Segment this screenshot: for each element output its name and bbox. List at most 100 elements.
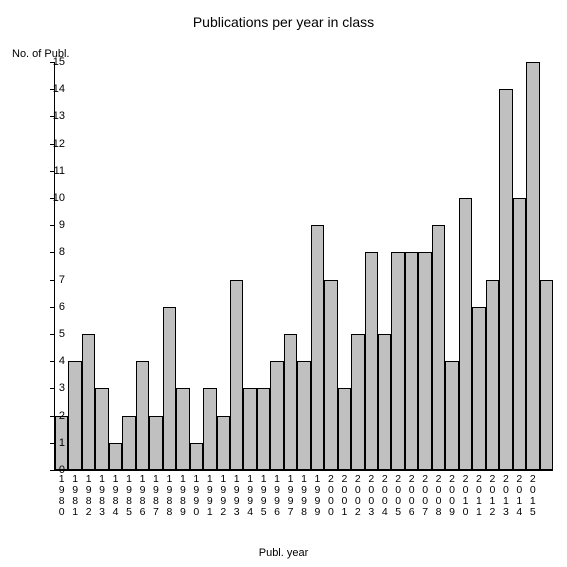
bar bbox=[95, 388, 108, 470]
x-tick-label: 2 0 0 1 bbox=[340, 474, 348, 518]
x-tick-label: 1 9 9 9 bbox=[313, 474, 321, 518]
bar bbox=[257, 388, 270, 470]
bar bbox=[472, 307, 485, 470]
x-tick-label: 2 0 0 9 bbox=[448, 474, 456, 518]
bar bbox=[526, 62, 539, 470]
y-tick-label: 5 bbox=[59, 328, 65, 340]
y-tick-label: 15 bbox=[53, 56, 65, 68]
x-tick-label: 2 0 0 0 bbox=[327, 474, 335, 518]
x-tick-label: 1 9 8 9 bbox=[179, 474, 187, 518]
x-tick-label: 2 0 0 3 bbox=[367, 474, 375, 518]
y-tick-label: 13 bbox=[53, 110, 65, 122]
bar bbox=[217, 416, 230, 470]
x-tick-label: 2 0 1 4 bbox=[515, 474, 523, 518]
bar bbox=[418, 252, 431, 470]
x-tick-label: 2 0 1 1 bbox=[475, 474, 483, 518]
bar bbox=[284, 334, 297, 470]
bar bbox=[230, 280, 243, 470]
x-tick-label: 2 0 0 7 bbox=[421, 474, 429, 518]
y-tick bbox=[50, 280, 55, 281]
x-axis-label: Publ. year bbox=[0, 547, 567, 559]
y-tick-label: 8 bbox=[59, 246, 65, 258]
x-tick-label: 1 9 9 5 bbox=[260, 474, 268, 518]
bar bbox=[297, 361, 310, 470]
x-tick-label: 2 0 1 0 bbox=[462, 474, 470, 518]
bar bbox=[405, 252, 418, 470]
x-tick-label: 2 0 0 4 bbox=[381, 474, 389, 518]
x-tick-label: 1 9 9 2 bbox=[219, 474, 227, 518]
x-tick-label: 1 9 8 3 bbox=[98, 474, 106, 518]
x-tick-label: 2 0 0 6 bbox=[408, 474, 416, 518]
chart-container: Publications per year in class No. of Pu… bbox=[0, 0, 567, 567]
x-tick-label: 1 9 9 6 bbox=[273, 474, 281, 518]
bar bbox=[378, 334, 391, 470]
x-tick-label: 1 9 9 0 bbox=[192, 474, 200, 518]
x-tick-label: 2 0 0 2 bbox=[354, 474, 362, 518]
bar bbox=[270, 361, 283, 470]
x-tick-label: 1 9 8 8 bbox=[165, 474, 173, 518]
x-tick-label: 2 0 1 5 bbox=[529, 474, 537, 518]
bar bbox=[486, 280, 499, 470]
bar bbox=[391, 252, 404, 470]
y-tick-label: 0 bbox=[59, 464, 65, 476]
bar bbox=[243, 388, 256, 470]
bar bbox=[459, 198, 472, 470]
y-tick bbox=[50, 252, 55, 253]
bar bbox=[203, 388, 216, 470]
x-tick-label: 1 9 8 4 bbox=[112, 474, 120, 518]
x-tick-label: 1 9 8 5 bbox=[125, 474, 133, 518]
bar bbox=[432, 225, 445, 470]
bar bbox=[82, 334, 95, 470]
y-tick-label: 7 bbox=[59, 274, 65, 286]
bar bbox=[338, 388, 351, 470]
x-tick-label: 1 9 9 7 bbox=[287, 474, 295, 518]
y-tick bbox=[50, 334, 55, 335]
x-tick-label: 1 9 8 6 bbox=[138, 474, 146, 518]
bar bbox=[122, 416, 135, 470]
x-tick-label: 1 9 9 8 bbox=[300, 474, 308, 518]
y-tick-label: 9 bbox=[59, 219, 65, 231]
bar bbox=[499, 89, 512, 470]
bar bbox=[163, 307, 176, 470]
x-tick-label: 1 9 9 3 bbox=[233, 474, 241, 518]
bar bbox=[176, 388, 189, 470]
bar bbox=[149, 416, 162, 470]
y-tick bbox=[50, 470, 55, 471]
x-tick-label: 1 9 9 4 bbox=[246, 474, 254, 518]
y-tick bbox=[50, 361, 55, 362]
y-tick-label: 10 bbox=[53, 192, 65, 204]
y-tick-label: 4 bbox=[59, 355, 65, 367]
bar bbox=[365, 252, 378, 470]
x-tick-label: 1 9 9 1 bbox=[206, 474, 214, 518]
bar bbox=[311, 225, 324, 470]
bar bbox=[136, 361, 149, 470]
y-tick-label: 3 bbox=[59, 382, 65, 394]
x-tick-label: 1 9 8 1 bbox=[71, 474, 79, 518]
plot-area: 1 9 8 01 9 8 11 9 8 21 9 8 31 9 8 41 9 8… bbox=[54, 62, 553, 471]
y-tick-label: 14 bbox=[53, 83, 65, 95]
bar bbox=[68, 361, 81, 470]
bar bbox=[324, 280, 337, 470]
x-tick-label: 2 0 1 3 bbox=[502, 474, 510, 518]
x-tick-label: 2 0 0 8 bbox=[435, 474, 443, 518]
y-tick-label: 1 bbox=[59, 437, 65, 449]
bar bbox=[190, 443, 203, 470]
x-tick-label: 1 9 8 0 bbox=[58, 474, 66, 518]
y-tick-label: 6 bbox=[59, 301, 65, 313]
y-tick-label: 12 bbox=[53, 138, 65, 150]
x-tick-label: 2 0 0 5 bbox=[394, 474, 402, 518]
x-tick-label: 1 9 8 2 bbox=[85, 474, 93, 518]
y-tick-label: 11 bbox=[54, 165, 65, 177]
y-tick bbox=[50, 307, 55, 308]
x-tick-label: 1 9 8 7 bbox=[152, 474, 160, 518]
y-tick-label: 2 bbox=[59, 410, 65, 422]
bar bbox=[351, 334, 364, 470]
bar bbox=[445, 361, 458, 470]
chart-title: Publications per year in class bbox=[0, 14, 567, 30]
bar bbox=[513, 198, 526, 470]
bar bbox=[540, 280, 553, 470]
bar bbox=[109, 443, 122, 470]
y-tick bbox=[50, 225, 55, 226]
x-tick-label: 2 0 1 2 bbox=[488, 474, 496, 518]
y-tick bbox=[50, 388, 55, 389]
